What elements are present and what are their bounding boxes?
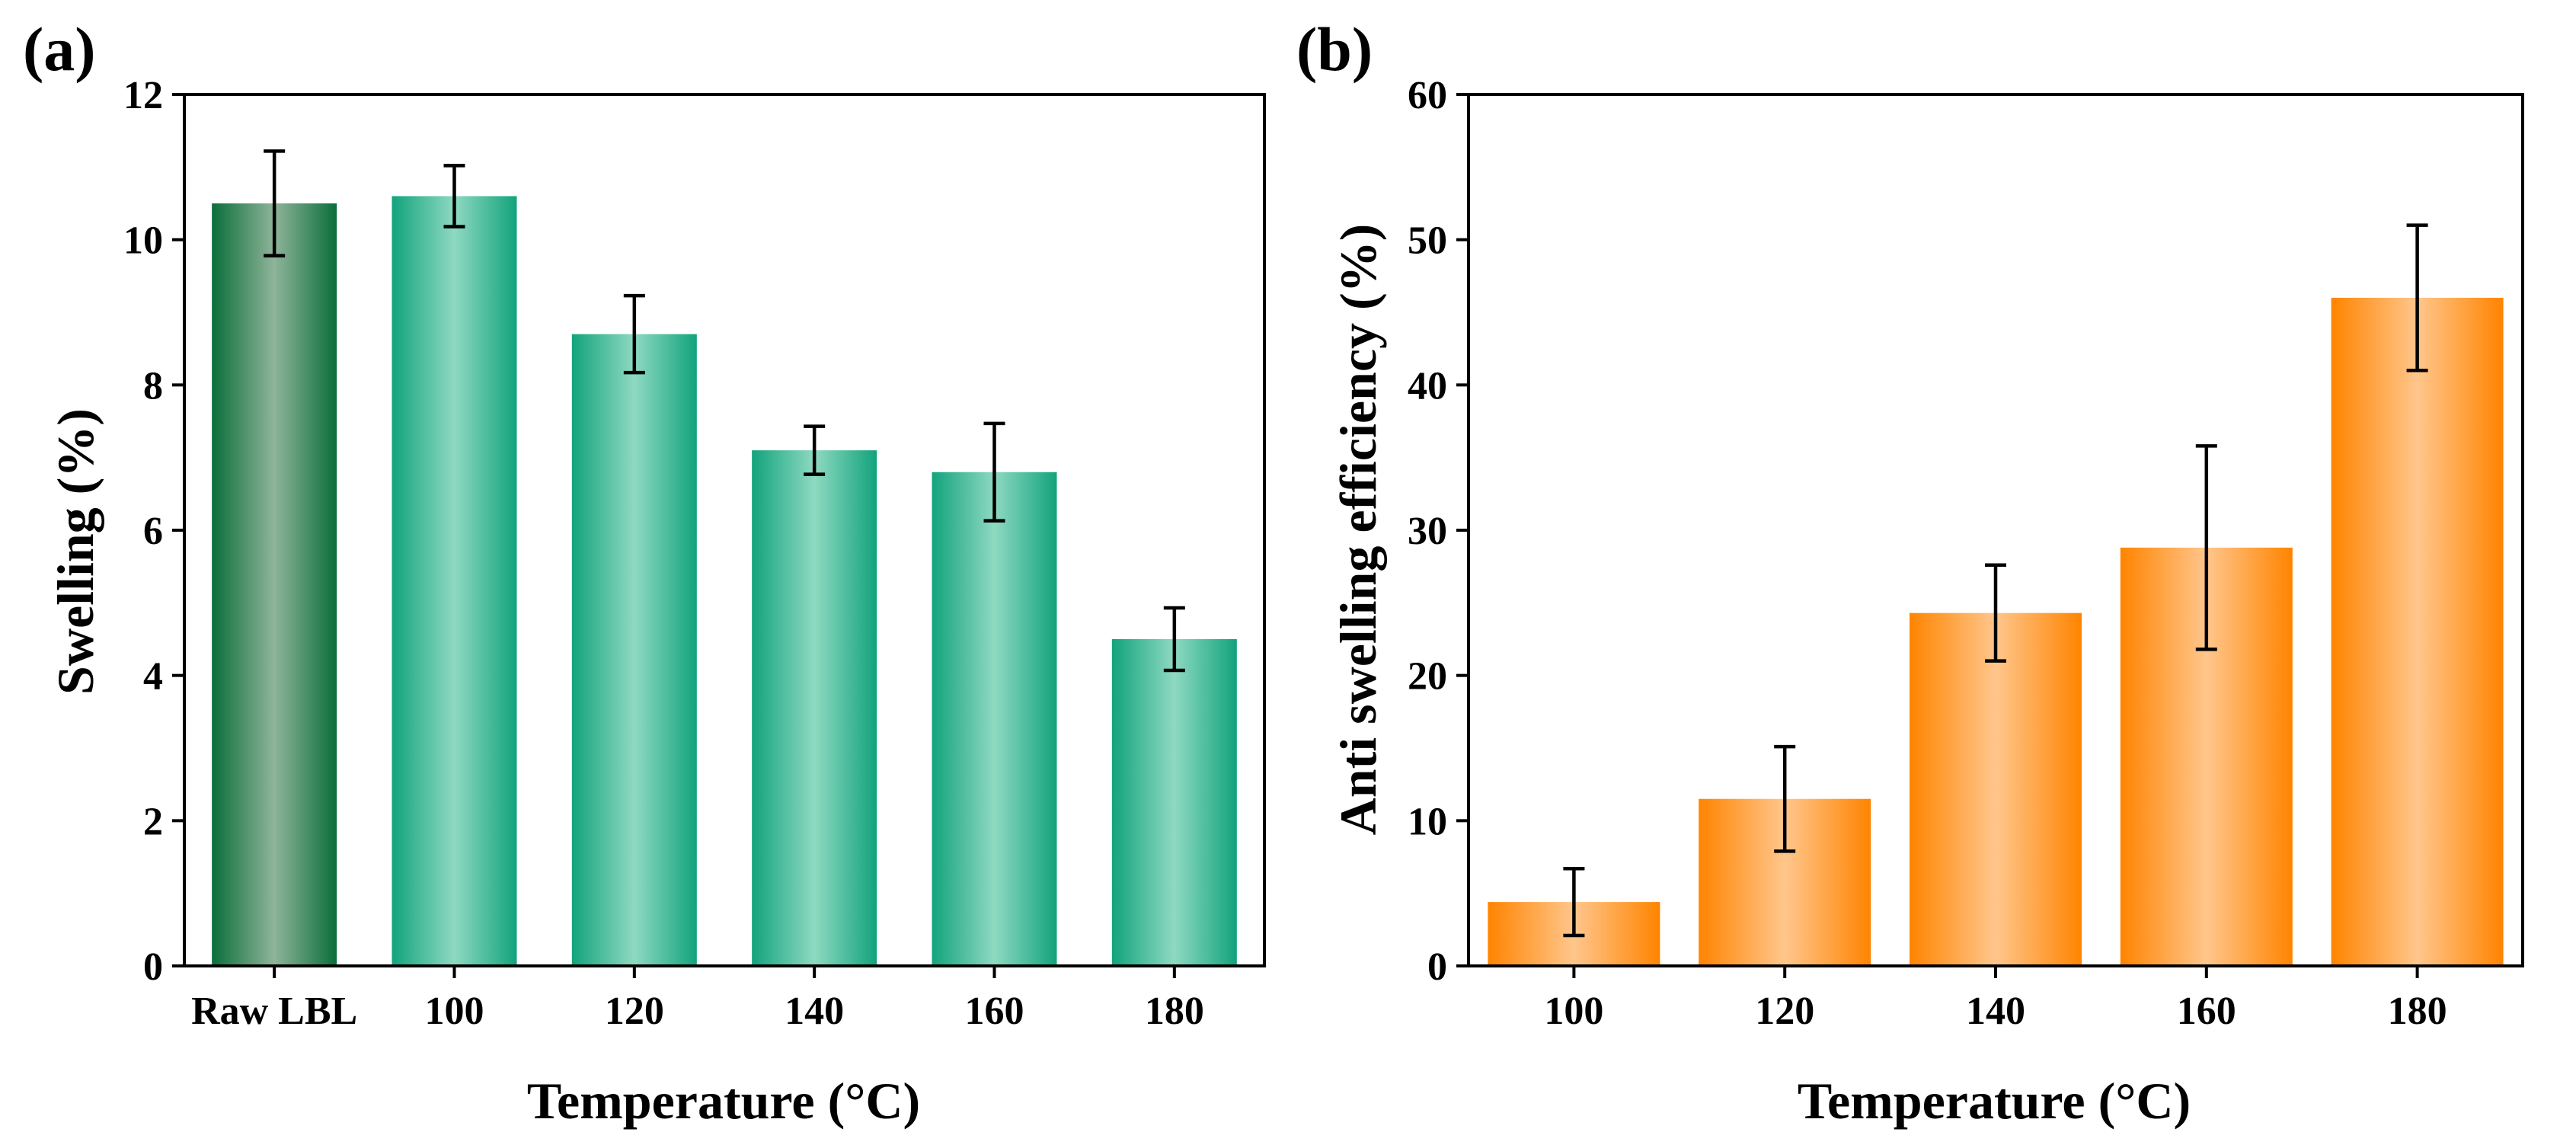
panel-a-error-bar [443,164,465,229]
panel-a-bar-raw-lbl [212,203,337,966]
panel-a-y-tick-label: 0 [143,945,163,989]
panel-a-error-bar [983,421,1005,523]
panel-a-error-bar [804,424,826,476]
panel-b-error-bar [1774,744,1796,853]
panel-a-label: (a) [23,14,96,84]
panel-a-x-axis-title: Temperature (°C) [527,1072,920,1130]
panel-a-y-axis-title: Swelling (%) [46,408,104,695]
panel-b-bar-180 [2331,297,2504,966]
panel-b-error-bar [2406,223,2428,373]
panel-a-bar-100 [392,196,517,966]
panel-a-y-tick-label: 10 [123,219,163,263]
panel-b-y-tick-label: 50 [1408,219,1447,263]
panel-b-x-tick-label: 120 [1755,990,1814,1033]
panel-b-error-bar [1985,563,2006,663]
panel-b-y-tick-label: 0 [1427,945,1447,989]
panel-b-anti-swelling-chart: (b) Temperature (°C) Anti swelling effic… [1296,14,2524,1130]
panel-a-y-tick-label: 2 [143,800,163,843]
panel-a-x-tick-label: 160 [965,990,1024,1033]
panel-a-error-bar [264,149,286,257]
panel-b-y-tick-label: 40 [1408,364,1447,408]
panel-a-bar-160 [932,472,1057,966]
panel-b-error-bar [1563,867,1585,938]
panel-a-error-bar [1163,606,1185,673]
panel-b-x-axis-title: Temperature (°C) [1798,1072,2191,1130]
panel-b-y-tick-label: 20 [1408,655,1447,699]
panel-b-bar-140 [1910,612,2082,966]
panel-a-y-tick-label: 4 [143,655,163,699]
panel-b-y-axis-title: Anti swelling efficiency (%) [1329,224,1387,836]
panel-b-y-tick-label: 30 [1408,510,1447,553]
panel-b-x-tick-label: 100 [1544,990,1603,1033]
panel-b-y-tick-label: 10 [1408,800,1447,843]
panel-a-x-tick-label: 180 [1145,990,1204,1033]
panel-b-error-bar [2195,444,2217,651]
panel-a-y-tick-label: 6 [143,510,163,553]
panel-a-swelling-chart: (a) Temperature (°C) Swelling (%) 0 2 4 6 8 1… [23,14,1266,1130]
panel-a-x-tick-label: Raw LBL [191,990,357,1033]
panel-a-bar-140 [752,450,877,966]
panel-a-error-bar [623,293,645,375]
panel-a-bar-120 [571,334,697,967]
panel-a-x-tick-label: 100 [425,990,484,1033]
panel-a-plot-frame [183,93,1266,967]
panel-a-y-tick-label: 8 [143,364,163,408]
panel-a-x-tick-label: 140 [785,990,844,1033]
panel-b-x-tick-label: 180 [2388,990,2447,1033]
panel-b-label: (b) [1296,14,1373,84]
panel-b-y-tick-label: 60 [1408,74,1447,117]
panel-b-x-tick-label: 160 [2177,990,2236,1033]
panel-a-x-tick-label: 120 [605,990,664,1033]
panel-a-y-tick-label: 12 [123,74,163,117]
panel-b-x-tick-label: 140 [1966,990,2025,1033]
panel-a-bar-180 [1111,639,1237,966]
